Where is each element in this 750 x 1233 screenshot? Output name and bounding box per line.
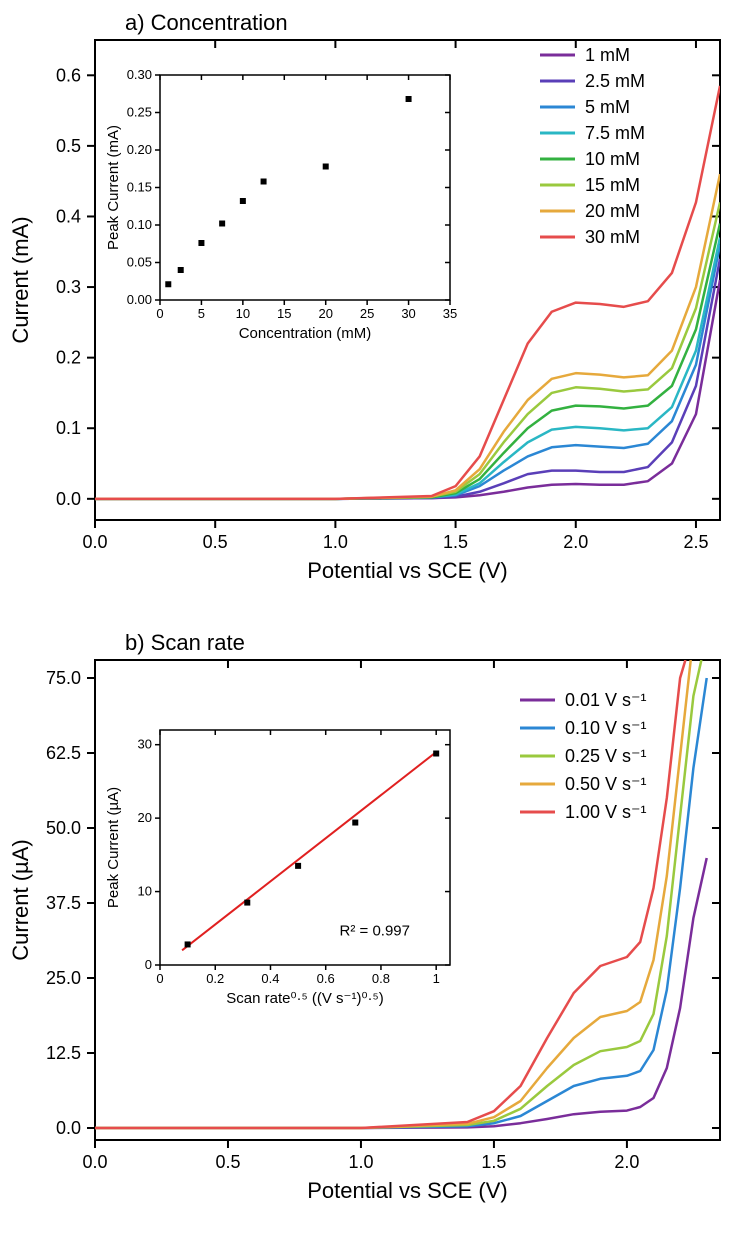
svg-text:0: 0	[156, 971, 163, 986]
svg-text:1.5: 1.5	[481, 1152, 506, 1172]
panel-a: 0.0 0.5 1.0 1.5 2.0 2.5 0.0 0.1 0.2 0.3 0.4 0.5 0.6 P…	[0, 0, 750, 610]
svg-text:10: 10	[236, 306, 250, 321]
svg-text:0.30: 0.30	[127, 67, 152, 82]
svg-text:0.4: 0.4	[56, 206, 81, 226]
svg-text:Current (µA): Current (µA)	[8, 839, 33, 960]
svg-text:1: 1	[433, 971, 440, 986]
panel-a-svg: 0.0 0.5 1.0 1.5 2.0 2.5 0.0 0.1 0.2 0.3 0.4 0.5 0.6 P…	[0, 0, 750, 610]
svg-text:0.5: 0.5	[215, 1152, 240, 1172]
svg-text:0: 0	[156, 306, 163, 321]
svg-text:0.5: 0.5	[203, 532, 228, 552]
svg-text:5 mM: 5 mM	[585, 97, 630, 117]
panel-b: 0.0 0.5 1.0 1.5 2.0 0.0 12.5 25.0 37.5 50.0 62.5 75…	[0, 620, 750, 1230]
svg-text:Peak Current (mA): Peak Current (mA)	[105, 125, 122, 250]
svg-text:35: 35	[443, 306, 457, 321]
svg-text:20: 20	[318, 306, 332, 321]
svg-text:0.15: 0.15	[127, 180, 152, 195]
svg-text:R² = 0.997: R² = 0.997	[340, 923, 410, 940]
svg-text:0.00: 0.00	[127, 292, 152, 307]
svg-text:0.5: 0.5	[56, 136, 81, 156]
svg-text:15: 15	[277, 306, 291, 321]
svg-text:0.10 V s⁻¹: 0.10 V s⁻¹	[565, 718, 647, 738]
svg-text:Peak Current (µA): Peak Current (µA)	[105, 787, 122, 908]
svg-text:30: 30	[138, 737, 152, 752]
svg-text:0.6: 0.6	[56, 65, 81, 85]
svg-text:0.50 V s⁻¹: 0.50 V s⁻¹	[565, 774, 647, 794]
svg-text:10 mM: 10 mM	[585, 149, 640, 169]
svg-text:Concentration (mM): Concentration (mM)	[239, 325, 372, 342]
svg-text:a) Concentration: a) Concentration	[125, 10, 288, 35]
svg-text:0.0: 0.0	[82, 1152, 107, 1172]
svg-text:0.3: 0.3	[56, 277, 81, 297]
svg-text:0.2: 0.2	[206, 971, 224, 986]
svg-text:0.0: 0.0	[56, 489, 81, 509]
svg-text:1.0: 1.0	[348, 1152, 373, 1172]
svg-text:50.0: 50.0	[46, 818, 81, 838]
svg-text:25: 25	[360, 306, 374, 321]
svg-text:2.0: 2.0	[614, 1152, 639, 1172]
svg-text:37.5: 37.5	[46, 893, 81, 913]
svg-text:0.0: 0.0	[82, 532, 107, 552]
svg-text:15 mM: 15 mM	[585, 175, 640, 195]
svg-text:0.1: 0.1	[56, 418, 81, 438]
svg-text:1 mM: 1 mM	[585, 45, 630, 65]
svg-text:0.4: 0.4	[261, 971, 279, 986]
svg-text:Potential vs SCE (V): Potential vs SCE (V)	[307, 1178, 508, 1203]
svg-text:30 mM: 30 mM	[585, 227, 640, 247]
svg-text:0.2: 0.2	[56, 348, 81, 368]
svg-text:1.5: 1.5	[443, 532, 468, 552]
svg-text:Current (mA): Current (mA)	[8, 216, 33, 343]
svg-text:0.8: 0.8	[372, 971, 390, 986]
svg-text:75.0: 75.0	[46, 668, 81, 688]
svg-text:12.5: 12.5	[46, 1043, 81, 1063]
svg-text:5: 5	[198, 306, 205, 321]
svg-text:30: 30	[401, 306, 415, 321]
svg-text:62.5: 62.5	[46, 743, 81, 763]
svg-text:2.5: 2.5	[683, 532, 708, 552]
svg-text:25.0: 25.0	[46, 968, 81, 988]
svg-text:Potential vs SCE (V): Potential vs SCE (V)	[307, 558, 508, 583]
svg-text:0: 0	[145, 957, 152, 972]
svg-text:0.6: 0.6	[317, 971, 335, 986]
svg-text:b) Scan rate: b) Scan rate	[125, 630, 245, 655]
svg-text:7.5 mM: 7.5 mM	[585, 123, 645, 143]
svg-text:20: 20	[138, 810, 152, 825]
svg-text:10: 10	[138, 884, 152, 899]
svg-text:Scan rate⁰·⁵ ((V s⁻¹)⁰·⁵): Scan rate⁰·⁵ ((V s⁻¹)⁰·⁵)	[226, 990, 383, 1007]
svg-text:1.0: 1.0	[323, 532, 348, 552]
svg-text:2.5 mM: 2.5 mM	[585, 71, 645, 91]
svg-text:0.10: 0.10	[127, 217, 152, 232]
svg-text:0.0: 0.0	[56, 1118, 81, 1138]
svg-text:0.25: 0.25	[127, 105, 152, 120]
svg-text:1.00 V s⁻¹: 1.00 V s⁻¹	[565, 802, 647, 822]
svg-text:0.05: 0.05	[127, 255, 152, 270]
svg-text:20 mM: 20 mM	[585, 201, 640, 221]
svg-text:0.01 V s⁻¹: 0.01 V s⁻¹	[565, 690, 647, 710]
figure: 0.0 0.5 1.0 1.5 2.0 2.5 0.0 0.1 0.2 0.3 0.4 0.5 0.6 P…	[0, 0, 750, 1233]
svg-text:0.25 V s⁻¹: 0.25 V s⁻¹	[565, 746, 647, 766]
panel-b-svg: 0.0 0.5 1.0 1.5 2.0 0.0 12.5 25.0 37.5 50.0 62.5 75…	[0, 620, 750, 1230]
svg-text:0.20: 0.20	[127, 142, 152, 157]
svg-text:2.0: 2.0	[563, 532, 588, 552]
